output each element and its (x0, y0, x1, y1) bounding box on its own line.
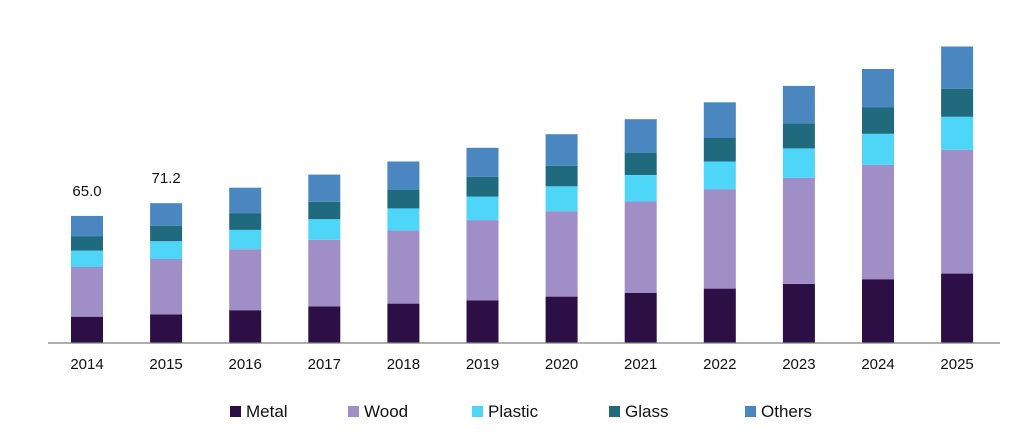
bar-segment-wood-2014 (71, 267, 103, 317)
bar-segment-others-2022 (703, 102, 736, 138)
bar-segment-glass-2025 (941, 88, 974, 117)
bar-segment-others-2025 (941, 46, 974, 89)
bar-segment-glass-2017 (308, 201, 341, 220)
x-tick-label-2014: 2014 (70, 356, 103, 373)
bar-segment-wood-2025 (941, 149, 974, 274)
legend-label-wood: Wood (364, 402, 408, 421)
legend-swatch-others (745, 406, 756, 417)
bar-segment-others-2017 (308, 174, 341, 202)
legend-swatch-plastic (472, 406, 483, 417)
legend-label-metal: Metal (246, 402, 288, 421)
bar-segment-glass-2014 (71, 236, 103, 251)
bar-segment-glass-2022 (703, 138, 736, 162)
bar-segment-plastic-2019 (466, 196, 499, 221)
legend-label-glass: Glass (625, 402, 668, 421)
data-label-2014: 65.0 (72, 183, 101, 200)
legend-label-others: Others (761, 402, 812, 421)
x-tick-label-2025: 2025 (940, 356, 973, 373)
bar-segment-metal-2016 (229, 310, 262, 343)
bar-segment-wood-2023 (782, 177, 815, 284)
bar-segment-others-2024 (862, 69, 894, 108)
bar-segment-plastic-2021 (624, 175, 657, 202)
bar-segment-metal-2017 (308, 306, 341, 343)
bar-segment-others-2020 (545, 134, 578, 166)
bar-segment-wood-2019 (466, 220, 499, 301)
x-tick-label-2019: 2019 (466, 356, 499, 373)
bar-segment-wood-2017 (308, 239, 341, 307)
bar-segment-plastic-2016 (229, 229, 262, 250)
bar-segment-metal-2019 (466, 300, 499, 343)
bar-segment-others-2019 (466, 147, 499, 177)
data-labels: 65.0 71.2 (72, 170, 180, 200)
bar-segment-metal-2020 (545, 296, 578, 343)
x-tick-label-2020: 2020 (545, 356, 578, 373)
bar-segment-glass-2021 (624, 153, 657, 175)
bar-segment-glass-2024 (862, 107, 894, 134)
legend-swatch-glass (609, 406, 620, 417)
bar-segment-plastic-2017 (308, 219, 341, 240)
bars-layer (71, 46, 974, 343)
bar-segment-glass-2018 (387, 189, 420, 209)
bar-segment-glass-2019 (466, 176, 499, 197)
bar-segment-plastic-2024 (862, 133, 894, 165)
bar-segment-wood-2022 (703, 189, 736, 289)
data-label-2015: 71.2 (151, 170, 180, 187)
bar-segment-others-2015 (150, 203, 183, 226)
bar-segment-metal-2023 (782, 283, 815, 343)
legend-swatch-metal (230, 406, 241, 417)
bar-segment-metal-2014 (71, 316, 103, 343)
x-tick-label-2017: 2017 (308, 356, 341, 373)
bar-segment-others-2023 (782, 85, 815, 124)
bar-segment-others-2014 (71, 215, 103, 237)
bar-segment-plastic-2023 (782, 148, 815, 178)
bar-segment-wood-2021 (624, 201, 657, 293)
bar-segment-metal-2022 (703, 288, 736, 343)
bar-segment-plastic-2020 (545, 186, 578, 212)
x-tick-label-2024: 2024 (861, 356, 894, 373)
x-tick-label-2016: 2016 (229, 356, 262, 373)
bar-segment-others-2021 (624, 119, 657, 153)
bar-segment-wood-2018 (387, 230, 420, 304)
bar-segment-glass-2015 (150, 225, 183, 242)
x-tick-label-2015: 2015 (149, 356, 182, 373)
bar-segment-glass-2023 (782, 123, 815, 149)
bar-segment-wood-2020 (545, 211, 578, 297)
x-tick-label-2022: 2022 (703, 356, 736, 373)
bar-segment-metal-2018 (387, 303, 420, 343)
bar-segment-plastic-2018 (387, 208, 420, 231)
x-tick-label-2023: 2023 (782, 356, 815, 373)
bar-segment-plastic-2015 (150, 241, 183, 259)
bar-segment-wood-2024 (862, 164, 894, 280)
bar-segment-plastic-2014 (71, 250, 103, 267)
legend-swatch-wood (348, 406, 359, 417)
bar-segment-wood-2016 (229, 249, 262, 311)
bar-segment-glass-2020 (545, 165, 578, 187)
bar-segment-plastic-2025 (941, 116, 974, 150)
bar-segment-glass-2016 (229, 213, 262, 230)
bar-segment-others-2018 (387, 161, 420, 190)
bar-segment-metal-2015 (150, 314, 183, 343)
bar-segment-others-2016 (229, 187, 262, 214)
bar-segment-metal-2021 (624, 292, 657, 343)
legend-label-plastic: Plastic (488, 402, 539, 421)
x-tick-label-2018: 2018 (387, 356, 420, 373)
legend: Metal Wood Plastic Glass Others (230, 402, 812, 421)
bar-segment-wood-2015 (150, 259, 183, 315)
x-tick-label-2021: 2021 (624, 356, 657, 373)
bar-segment-plastic-2022 (703, 161, 736, 190)
bar-segment-metal-2024 (862, 279, 894, 343)
bar-segment-metal-2025 (941, 273, 974, 343)
x-tick-labels: 2014 2015 2016 2017 2018 2019 2020 2021 2022 2023… (70, 356, 973, 373)
